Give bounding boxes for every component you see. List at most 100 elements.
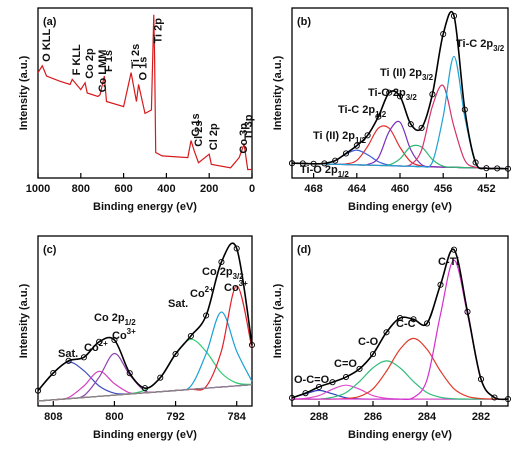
series-line [37, 384, 253, 402]
series-line [37, 370, 253, 402]
x-tick-label: 784 [228, 411, 247, 423]
peak-label: O KLL [41, 29, 53, 62]
x-tick-label: 464 [348, 183, 367, 195]
peak-label: O 1s [137, 57, 149, 81]
data-point [187, 332, 194, 340]
data-point [491, 394, 498, 401]
data-point [410, 316, 417, 323]
x-tick-label: 800 [105, 411, 123, 423]
data-point [429, 91, 436, 98]
component-label: Sat. [168, 298, 188, 310]
data-point [172, 350, 179, 358]
data-point [321, 160, 328, 167]
series-line [292, 360, 508, 400]
data-point [450, 12, 458, 19]
peak-label: F KLL [71, 44, 83, 75]
y-axis-label: Intensity (a.u.) [272, 283, 284, 358]
x-tick-label: 808 [44, 411, 62, 423]
data-point [437, 281, 444, 288]
component-label: Co2+ [190, 285, 214, 300]
x-tick-label: 460 [391, 183, 409, 195]
data-point [369, 351, 377, 358]
x-tick-label: 286 [364, 411, 382, 423]
data-point [504, 396, 512, 403]
x-tick-label: 792 [166, 411, 184, 423]
component-label: O-C=O [294, 374, 330, 386]
data-point [34, 387, 42, 394]
component-label: Ti-C 2p1/2 [338, 104, 387, 119]
data-point [248, 341, 256, 349]
series-line [37, 361, 253, 395]
x-tick-label: 200 [200, 183, 218, 195]
panel-title: (c) [43, 244, 57, 256]
data-point [396, 315, 404, 322]
x-tick-label: 456 [434, 183, 452, 195]
data-point [483, 165, 490, 172]
peak-label: Co 2p [84, 48, 96, 79]
x-tick-label: 284 [418, 411, 437, 423]
component-label: Ti (II) 2p1/2 [313, 130, 367, 145]
series-line [291, 10, 509, 170]
peak-label: Co LMM [97, 50, 109, 93]
data-point [450, 246, 458, 253]
data-point [504, 165, 512, 172]
component-label: Ti (II) 2p3/2 [380, 67, 434, 82]
data-point [386, 89, 393, 96]
peak-label: Cl 2s [193, 121, 205, 147]
annotation: Co 2p3/2 [202, 266, 244, 281]
data-point [288, 394, 296, 401]
peak-label: C 1s [190, 113, 202, 136]
x-tick-label: 452 [477, 183, 495, 195]
data-point [302, 390, 309, 397]
series-line [37, 14, 252, 171]
series-line [291, 248, 509, 401]
data-point [141, 385, 149, 392]
data-point [477, 376, 485, 383]
peak-label: Ti 2s [130, 44, 142, 69]
peak-label: F 1s [103, 50, 115, 72]
data-point [364, 132, 371, 139]
y-axis-label: Intensity (a.u.) [272, 55, 284, 130]
component-label: C-Ti [438, 256, 459, 268]
data-point [332, 157, 339, 164]
y-axis-label: Intensity (a.u.) [18, 283, 30, 358]
series-line [292, 337, 509, 400]
series-line [37, 285, 253, 402]
x-tick-label: 288 [310, 411, 328, 423]
component-label: Ti-O 2p3/2 [368, 87, 417, 102]
data-point [65, 357, 72, 364]
component-label: C=O [334, 358, 357, 370]
plot-frame [291, 235, 509, 407]
x-tick-label: 600 [114, 183, 132, 195]
data-point [50, 369, 57, 377]
data-point [299, 160, 306, 167]
data-point [440, 31, 447, 38]
data-point [203, 312, 210, 319]
component-label: Sat. [58, 348, 78, 360]
data-point [233, 245, 240, 252]
data-point [407, 121, 414, 128]
series-line [291, 384, 508, 400]
x-axis-label: Binding energy (eV) [93, 429, 197, 441]
plot-frame [37, 7, 253, 179]
data-point [356, 365, 363, 372]
data-point [315, 383, 323, 390]
data-point [375, 113, 382, 120]
x-axis-label: Binding energy (eV) [93, 201, 197, 213]
peak-label: Ti 3p [243, 114, 255, 140]
y-axis-label: Intensity (a.u.) [18, 55, 30, 130]
peak-label: Co 3p [238, 123, 250, 154]
data-point [80, 354, 87, 361]
data-point [96, 338, 103, 345]
data-point [310, 160, 317, 167]
series-line [37, 242, 253, 392]
data-point [218, 258, 225, 266]
data-point [288, 160, 296, 167]
x-tick-label: 800 [72, 183, 90, 195]
component-label: C-O [358, 336, 379, 348]
panel-title: (a) [43, 16, 57, 28]
plot-frame [37, 235, 253, 407]
x-tick-label: 400 [157, 183, 175, 195]
data-point [396, 93, 404, 100]
